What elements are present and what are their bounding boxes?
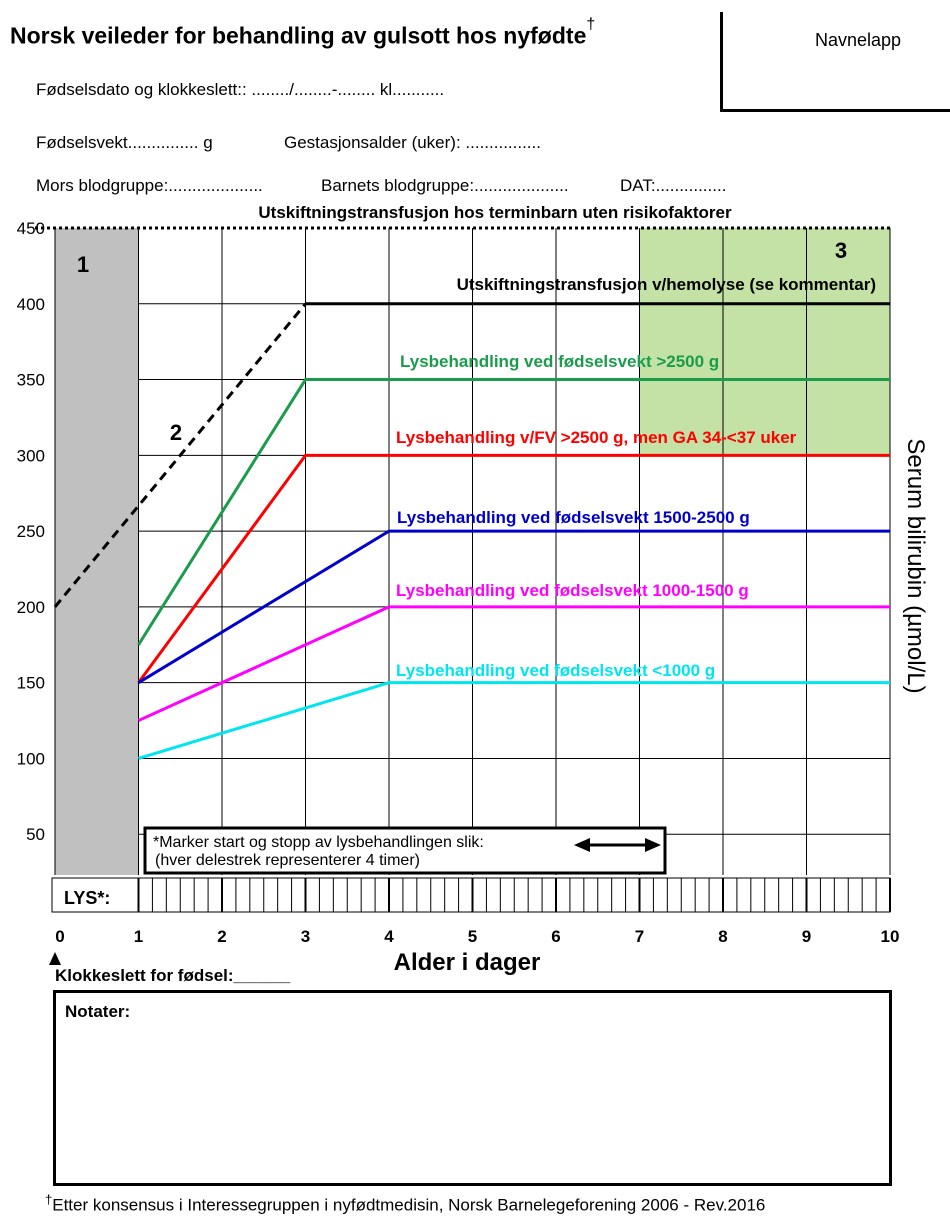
x-tick-label: 0 [55, 927, 64, 946]
y-tick-label: 250 [17, 522, 45, 541]
series-label: Lysbehandling v/FV >2500 g, men GA 34-<3… [396, 428, 797, 447]
y-tick-label: 50 [26, 825, 45, 844]
arrow-right-icon [645, 838, 661, 852]
top-line-label: Utskiftningstransfusjon hos terminbarn u… [258, 203, 732, 222]
instruction-line-2: (hver delestrek representerer 4 timer) [155, 852, 420, 869]
mother-blood-group-field[interactable]: Mors blodgruppe:.................... [36, 176, 263, 195]
x-tick-label: 1 [134, 927, 143, 946]
y-axis-title: Serum bilirubin (µmol/L) [902, 438, 929, 693]
series-marker-label: 2 [170, 420, 182, 445]
region-3 [639, 228, 890, 456]
y-tick-label: 150 [17, 674, 45, 693]
y-tick-label: 100 [17, 749, 45, 768]
notes-box[interactable] [53, 990, 892, 1186]
y-tick-label: 200 [17, 598, 45, 617]
x-tick-label: 8 [718, 927, 727, 946]
series-line [137, 378, 890, 646]
x-tick-label: 6 [551, 927, 560, 946]
birth-time-field[interactable]: Klokkeslett for fødsel:______ [55, 966, 291, 985]
x-tick-label: 5 [468, 927, 477, 946]
series-label: Lysbehandling ved fødselsvekt <1000 g [396, 661, 715, 680]
footer-note: †Etter konsensus i Interessegruppen i ny… [45, 1192, 766, 1215]
x-tick-label: 10 [881, 927, 900, 946]
birth-arrow-icon [49, 952, 61, 965]
x-tick-label: 3 [301, 927, 310, 946]
footer-footnote-mark: † [45, 1192, 53, 1207]
y-tick-label: 300 [17, 446, 45, 465]
y-tick-label: 450 [17, 219, 45, 238]
title-footnote-mark: † [586, 16, 596, 33]
region-1 [55, 228, 139, 875]
series-label: Lysbehandling ved fødselsvekt 1500-2500 … [397, 508, 750, 527]
notes-label: Notater: [65, 1002, 131, 1021]
arrow-left-icon [574, 838, 590, 852]
birth-weight-field[interactable]: Fødselsvekt............... g [36, 133, 213, 152]
series-line [137, 605, 890, 722]
birth-date-field[interactable]: Fødselsdato og klokkeslett:: ......../..… [36, 80, 445, 99]
x-tick-label: 9 [802, 927, 811, 946]
series-line-dashed [53, 302, 307, 608]
x-axis-title: Alder i dager [394, 949, 541, 975]
series-label: Utskiftningstransfusjon v/hemolyse (se k… [457, 275, 876, 294]
x-tick-label: 2 [217, 927, 226, 946]
series-line [137, 453, 890, 684]
y-tick-label: 400 [17, 295, 45, 314]
region-label-1: 1 [77, 252, 89, 277]
x-tick-label: 4 [384, 927, 394, 946]
lys-label: LYS*: [64, 888, 110, 908]
series-line [137, 529, 890, 684]
dat-field[interactable]: DAT:............... [620, 176, 727, 195]
series-label: Lysbehandling ved fødselsvekt 1000-1500 … [396, 581, 749, 600]
name-label-box [720, 12, 950, 112]
series-label: Lysbehandling ved fødselsvekt >2500 g [400, 352, 719, 371]
instruction-box [143, 826, 667, 875]
region-label-3: 3 [835, 238, 847, 263]
x-tick-label: 7 [635, 927, 644, 946]
gestational-age-field[interactable]: Gestasjonsalder (uker): ................ [284, 133, 541, 152]
y-tick-label: 350 [17, 371, 45, 390]
instruction-line-1: *Marker start og stopp av lysbehandlinge… [153, 834, 484, 851]
name-label-text: Navnelapp [815, 30, 902, 50]
series-line [138, 681, 890, 760]
page-title: Norsk veileder for behandling av gulsott… [10, 16, 596, 49]
child-blood-group-field[interactable]: Barnets blodgruppe:.................... [321, 176, 569, 195]
